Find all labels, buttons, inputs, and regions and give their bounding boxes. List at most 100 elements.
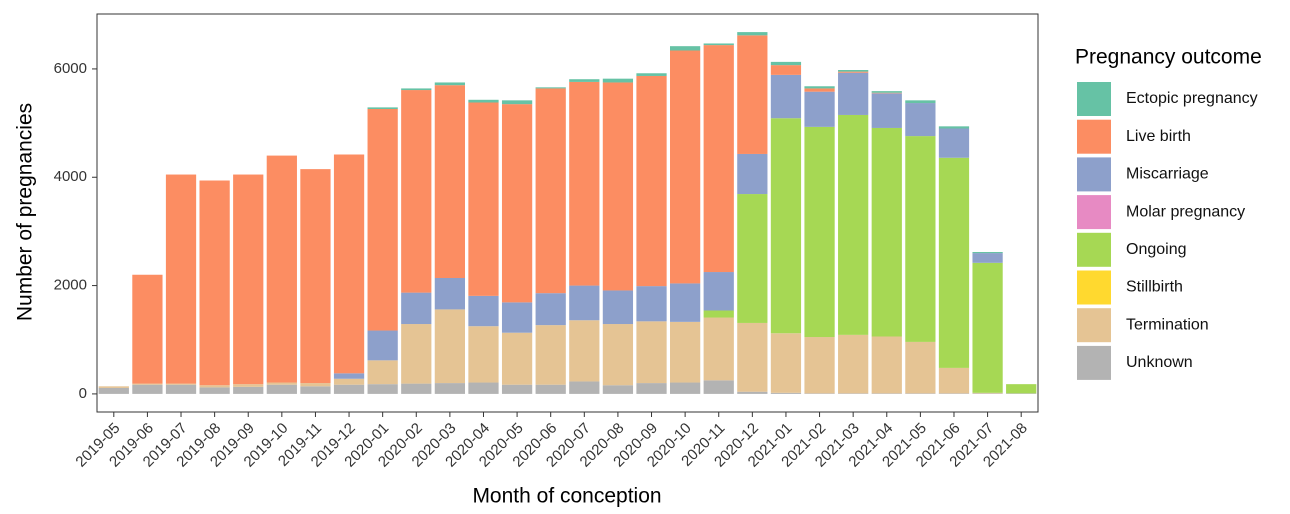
bar-segment bbox=[401, 90, 432, 293]
bar-segment bbox=[905, 136, 936, 342]
bar-segment bbox=[266, 382, 297, 385]
bar-segment bbox=[501, 100, 533, 105]
bar-segment bbox=[703, 317, 734, 381]
bar-segment bbox=[670, 50, 701, 284]
bar-segment bbox=[367, 360, 398, 385]
bar-segment bbox=[468, 99, 499, 103]
bar-segment bbox=[501, 104, 533, 303]
bar-segment bbox=[972, 251, 1003, 254]
bar-segment bbox=[636, 383, 667, 394]
bar-segment bbox=[636, 73, 667, 76]
bar-segment bbox=[838, 72, 869, 115]
bar-segment bbox=[871, 127, 902, 337]
bar-segment bbox=[266, 384, 297, 394]
legend-label: Miscarriage bbox=[1126, 166, 1209, 183]
bar-segment bbox=[804, 337, 835, 394]
bar-segment bbox=[737, 194, 768, 323]
bar-segment bbox=[300, 169, 331, 384]
bar-segment bbox=[838, 334, 869, 394]
bar-segment bbox=[165, 174, 197, 384]
bar-segment bbox=[602, 324, 634, 386]
bar-segment bbox=[804, 88, 835, 92]
legend-swatch bbox=[1077, 195, 1111, 230]
bar-segment bbox=[838, 393, 869, 394]
bar-segment bbox=[300, 386, 331, 394]
bar-segment bbox=[367, 384, 398, 394]
y-tick-label: 4000 bbox=[54, 168, 87, 185]
legend-label: Stillbirth bbox=[1126, 279, 1183, 296]
bar-segment bbox=[838, 71, 869, 73]
bar-segment bbox=[1006, 393, 1037, 394]
bar-segment bbox=[165, 383, 197, 385]
bar-segment bbox=[871, 93, 902, 128]
bar-segment bbox=[737, 153, 768, 195]
bar-segment bbox=[804, 126, 835, 338]
bar-segment bbox=[770, 392, 802, 394]
y-axis-title: Number of pregnancies bbox=[14, 103, 37, 321]
bar-segment bbox=[770, 61, 802, 66]
bar-segment bbox=[468, 102, 499, 296]
bar-segment bbox=[367, 109, 398, 331]
bar-segment bbox=[905, 103, 936, 137]
bar-segment bbox=[367, 330, 398, 361]
bar-segment bbox=[703, 380, 734, 394]
bar-segment bbox=[838, 70, 869, 72]
bar-segment bbox=[602, 385, 634, 394]
bar-segment bbox=[871, 336, 902, 394]
bar-segment bbox=[401, 324, 432, 384]
bar-segment bbox=[199, 385, 230, 388]
bar-segment bbox=[333, 154, 365, 374]
bar-segment bbox=[938, 367, 970, 394]
bar-segment bbox=[233, 386, 264, 394]
bar-segment bbox=[535, 325, 566, 385]
bar-segment bbox=[737, 32, 768, 36]
bar-segment bbox=[434, 309, 465, 384]
bar-segment bbox=[569, 81, 600, 286]
legend-swatch bbox=[1077, 232, 1111, 267]
legend-label: Termination bbox=[1126, 316, 1209, 333]
legend-title: Pregnancy outcome bbox=[1075, 46, 1262, 69]
legend-swatch bbox=[1077, 119, 1111, 154]
y-tick-label: 0 bbox=[79, 385, 87, 402]
bar-segment bbox=[602, 82, 634, 291]
bar-segment bbox=[468, 382, 499, 394]
bar-segment bbox=[501, 332, 533, 385]
bar-segment bbox=[938, 128, 970, 158]
bar-segment bbox=[233, 174, 264, 385]
bar-segment bbox=[770, 65, 802, 75]
bar-segment bbox=[98, 387, 129, 394]
bar-segment bbox=[737, 322, 768, 392]
bar-segment bbox=[535, 293, 566, 326]
bar-segment bbox=[401, 292, 432, 325]
legend-label: Molar pregnancy bbox=[1126, 203, 1245, 220]
bar-segment bbox=[367, 107, 398, 110]
legend-swatch bbox=[1077, 157, 1111, 192]
y-tick-label: 6000 bbox=[54, 60, 87, 77]
bar-segment bbox=[401, 88, 432, 91]
bar-segment bbox=[905, 100, 936, 104]
bar-segment bbox=[401, 383, 432, 394]
legend-swatch bbox=[1077, 82, 1111, 116]
bar-segment bbox=[199, 387, 230, 394]
bar-segment bbox=[569, 320, 600, 382]
bar-segment bbox=[535, 87, 566, 89]
bar-segment bbox=[501, 302, 533, 333]
bar-segment bbox=[670, 321, 701, 383]
bar-segment bbox=[333, 384, 365, 394]
bar-segment bbox=[132, 274, 163, 384]
bar-segment bbox=[838, 114, 869, 335]
bar-segment bbox=[871, 393, 902, 394]
bar-segment bbox=[501, 384, 533, 394]
bar-segment bbox=[233, 384, 264, 387]
bar-segment bbox=[938, 393, 970, 394]
legend-label: Ongoing bbox=[1126, 241, 1187, 258]
bar-segment bbox=[703, 310, 734, 318]
bar-segment bbox=[333, 373, 365, 379]
bar-segment bbox=[602, 78, 634, 83]
bar-segment bbox=[333, 378, 365, 385]
bar-segment bbox=[703, 45, 734, 273]
bar-segment bbox=[972, 393, 1003, 394]
bar-segment bbox=[132, 384, 163, 394]
bar-segment bbox=[703, 272, 734, 311]
